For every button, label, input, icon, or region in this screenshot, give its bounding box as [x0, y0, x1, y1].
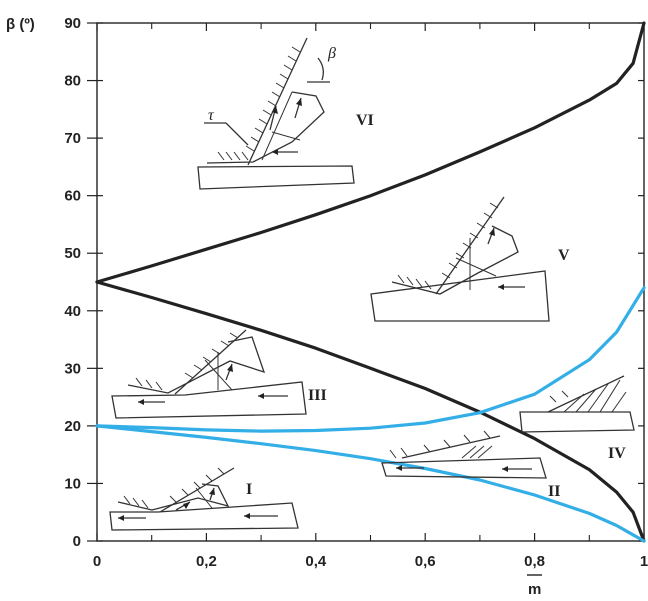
series-line-4: [95, 424, 646, 543]
y-tick-label: 0: [73, 533, 81, 550]
y-tick-label: 90: [64, 15, 81, 32]
zone-label-ii: II: [548, 483, 560, 500]
y-tick-label: 50: [64, 245, 81, 262]
y-axis-label: β (º): [6, 16, 35, 33]
chip-illustration-v: [370, 196, 550, 322]
series-line-1: [95, 21, 646, 284]
x-tick-label: 0,4: [305, 553, 327, 570]
chip-illustration-i: [109, 467, 299, 531]
plot-frame: [96, 22, 645, 542]
svg-text:τ: τ: [208, 107, 215, 124]
x-tick-label: 0,2: [196, 553, 217, 570]
x-axis-label: m: [528, 581, 541, 598]
zone-label-iii: III: [308, 387, 327, 404]
chip-illustration-vi: β τ: [197, 37, 355, 190]
y-tick-label: 70: [64, 130, 81, 147]
series-line-3: [95, 286, 646, 433]
x-tick-label: 0: [93, 553, 101, 570]
y-tick-label: 40: [64, 303, 81, 320]
zone-label-i: I: [246, 481, 252, 498]
svg-text:β: β: [327, 45, 336, 62]
zone-label-v: V: [558, 247, 570, 264]
x-tick-label: 0,6: [415, 553, 436, 570]
y-tick-label: 30: [64, 360, 81, 377]
y-tick-label: 20: [64, 418, 81, 435]
x-tick-label: 0,8: [524, 553, 545, 570]
chip-illustration-iii: [111, 329, 307, 419]
zone-label-vi: VI: [356, 112, 374, 129]
chip-illustration-ii: [381, 430, 547, 479]
y-tick-label: 80: [64, 73, 81, 90]
series-layer: [95, 21, 646, 543]
y-tick-label: 60: [64, 188, 81, 205]
zone-label-iv: IV: [608, 445, 626, 462]
series-line-2: [95, 280, 646, 543]
y-tick-label: 10: [64, 475, 81, 492]
chip-illustration-iv: [519, 375, 635, 433]
x-tick-label: 1: [640, 553, 648, 570]
